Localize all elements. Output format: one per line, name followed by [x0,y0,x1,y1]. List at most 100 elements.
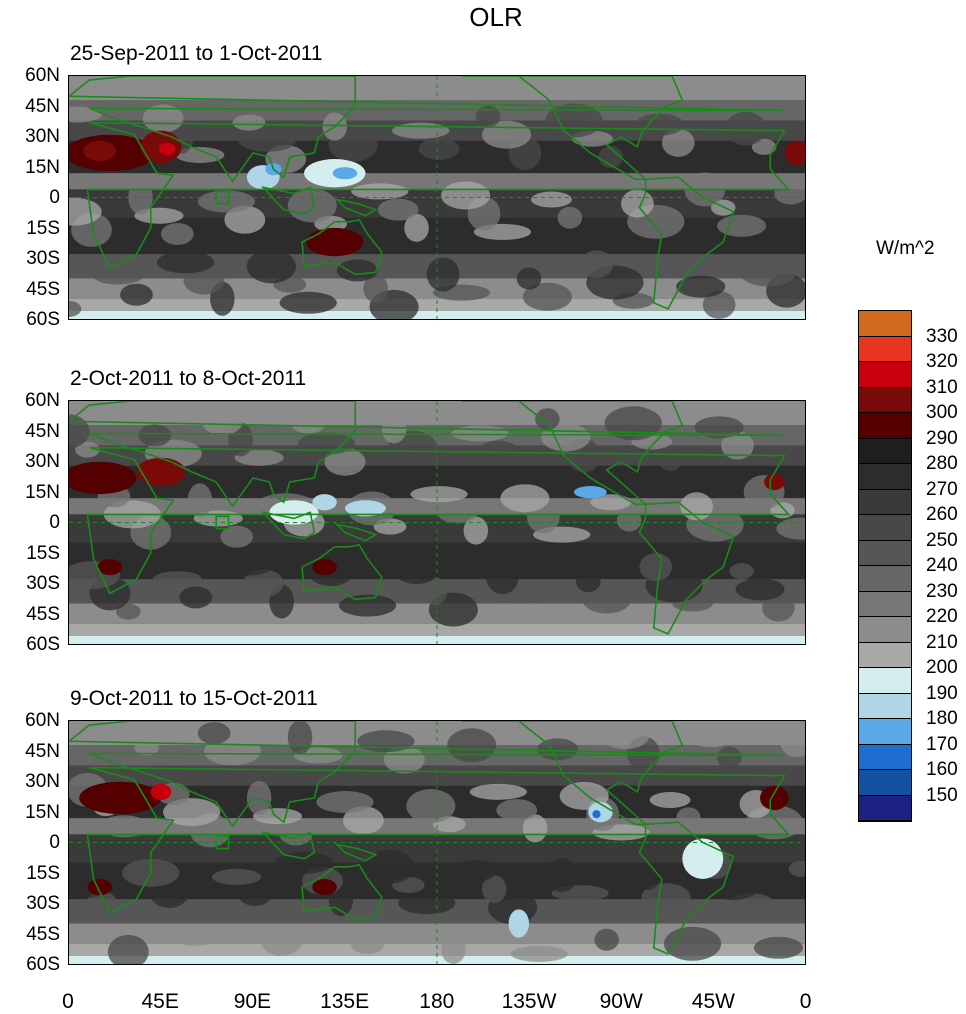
coastline [638,501,735,635]
colorbar [858,310,912,822]
colorbar-swatch [859,311,911,337]
colorbar-label: 280 [926,453,958,474]
lat-label: 45N [25,740,60,762]
colorbar-swatch [859,617,911,643]
map-panel-2 [68,400,806,645]
panel-2-date-range: 2-Oct-2011 to 8-Oct-2011 [70,367,307,390]
coastline [334,198,378,217]
lat-label: 15N [25,801,60,823]
coastline [86,766,791,915]
lon-label: 135E [320,990,370,1013]
colorbar-swatch [859,693,911,719]
lat-label: 30N [25,771,60,792]
colorbar-swatch [859,438,911,464]
lon-label: 180 [419,990,455,1013]
lat-label: 30S [26,248,60,269]
coastline [301,218,383,276]
lon-label: 45W [691,990,735,1013]
colorbar-label: 330 [926,325,958,347]
colorbar-swatch [859,336,911,362]
colorbar-label: 160 [926,759,958,780]
lat-label: 60S [26,954,60,975]
lon-label: 90W [599,990,643,1013]
olr-field-3 [69,721,805,964]
colorbar-swatch [859,464,911,490]
colorbar-label: 190 [926,682,958,704]
colorbar-label: 210 [926,631,958,653]
colorbar-label: 230 [926,580,958,602]
colorbar-units: W/m^2 [876,238,935,259]
colorbar-swatch [859,413,911,439]
lat-label: 15S [26,217,60,239]
colorbar-swatch [859,668,911,694]
coastline [334,523,378,542]
colorbar-label: 310 [926,376,958,398]
colorbar-swatch [859,515,911,541]
colorbar-label: 240 [926,555,958,576]
coastline [638,176,735,310]
lat-label: 45S [26,278,60,300]
lat-label: 15N [25,156,60,178]
lat-label: 60S [26,634,60,655]
coastline [301,863,383,921]
lat-label: 45S [26,603,60,625]
lat-label: 0 [49,512,60,533]
olr-field-2 [69,401,805,644]
coastline [461,76,684,181]
colorbar-label: 320 [926,351,958,372]
lat-label: 45N [25,95,60,117]
lat-label: 30S [26,573,60,594]
colorbar-label: 180 [926,708,958,729]
lon-label: 90E [233,990,272,1013]
colorbar-swatch [859,795,911,821]
panel-1-date-range: 25-Sep-2011 to 1-Oct-2011 [70,42,323,65]
colorbar-swatch [859,770,911,796]
lat-label: 45N [25,420,60,442]
lon-label: 135W [501,990,557,1013]
colorbar-swatch [859,566,911,592]
colorbar-swatch [859,744,911,770]
coastline [334,843,378,862]
coastline [638,821,735,955]
lat-label: 45S [26,923,60,945]
coastline [260,831,316,860]
coastline [260,186,316,215]
coastline [69,401,785,508]
chart-title: OLR [469,2,523,32]
panel-3-date-range: 9-Oct-2011 to 15-Oct-2011 [70,687,318,710]
lat-label: 60N [25,65,60,86]
lon-label: 45E [141,990,179,1013]
colorbar-label: 170 [926,733,958,755]
coastline [301,543,383,601]
lat-label: 15S [26,862,60,884]
map-panel-3 [68,720,806,965]
colorbar-swatch [859,489,911,515]
colorbar-swatch [859,540,911,566]
olr-field-1 [69,76,805,319]
lon-label: 0 [799,990,812,1013]
colorbar-label: 220 [926,606,958,627]
colorbar-label: 200 [926,657,958,678]
lat-label: 15S [26,542,60,564]
lat-label: 30N [25,451,60,472]
lat-label: 60N [25,710,60,731]
lat-label: 0 [49,832,60,853]
colorbar-swatch [859,591,911,617]
coastline [69,721,785,828]
lat-label: 60S [26,309,60,330]
lat-label: 60N [25,390,60,411]
coastline [260,511,316,540]
lat-label: 30N [25,126,60,147]
colorbar-label: 270 [926,478,958,500]
colorbar-label: 290 [926,427,958,449]
lat-label: 15N [25,481,60,503]
lat-label: 0 [49,187,60,208]
map-panel-1 [68,75,806,320]
colorbar-swatch [859,642,911,668]
coastline [86,446,791,595]
colorbar-swatch [859,362,911,388]
lat-label: 30S [26,893,60,914]
colorbar-label: 150 [926,784,958,806]
colorbar-label: 260 [926,504,958,525]
lon-label: 0 [62,990,74,1013]
